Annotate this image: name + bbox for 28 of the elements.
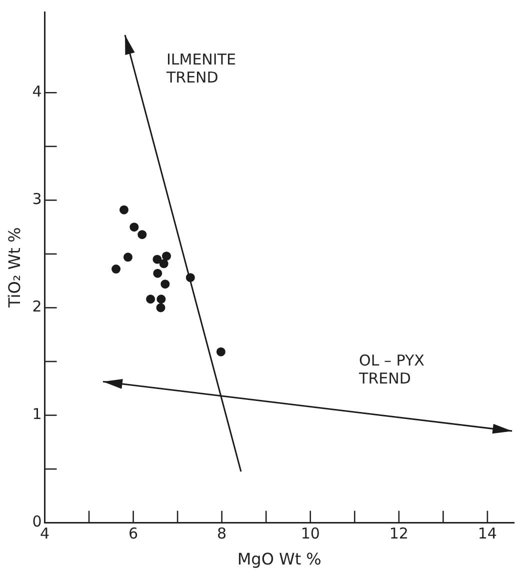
y-tick-label: 0 [32, 512, 42, 531]
y-axis-title: TiO₂ Wt % [4, 227, 24, 308]
y-tick-label: 3 [32, 190, 42, 208]
y-tick-label: 4 [32, 82, 42, 101]
point [146, 294, 156, 304]
y-tick-label: 2 [32, 298, 42, 316]
x-axis-title: MgO Wt % [237, 550, 322, 569]
x-tick-label: 14 [478, 524, 497, 543]
point [153, 268, 162, 278]
x-tick-label: 6 [128, 524, 138, 543]
annotation: OL – PYX TREND [358, 351, 424, 388]
point [119, 205, 128, 214]
point [156, 294, 166, 304]
point [152, 254, 162, 264]
x-tick-label: 10 [300, 524, 320, 543]
point [160, 280, 170, 289]
x-tick-label: 12 [389, 524, 408, 543]
y-tick-label: 1 [32, 405, 42, 424]
point [162, 252, 171, 261]
point [112, 264, 121, 274]
point [130, 222, 139, 232]
point [156, 303, 166, 312]
point [123, 252, 132, 262]
point [159, 259, 168, 268]
point [138, 230, 147, 240]
annotation: ILMENITE TREND [165, 50, 236, 86]
x-tick-label: 8 [217, 524, 227, 543]
point [216, 347, 226, 356]
